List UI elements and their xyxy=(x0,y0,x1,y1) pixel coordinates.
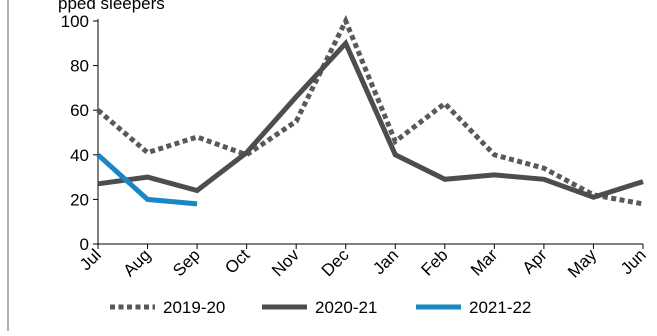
x-tick-label: Mar xyxy=(467,245,501,279)
x-tick-label: May xyxy=(564,245,600,281)
x-tick-label: Feb xyxy=(417,245,451,279)
x-tick-label: Sep xyxy=(169,245,204,280)
header-fragment: pped sleepers xyxy=(58,0,165,13)
x-tick-label: Nov xyxy=(268,245,303,280)
y-tick-label: 40 xyxy=(70,146,89,165)
x-tick-label: Jan xyxy=(369,245,402,278)
x-tick-label: Dec xyxy=(318,245,353,280)
y-tick-label: 100 xyxy=(61,12,89,31)
y-tick-label: 60 xyxy=(70,101,89,120)
series-line-2020-21 xyxy=(97,38,644,200)
legend-label-2020-21: 2020-21 xyxy=(315,298,377,317)
x-tick-label: Apr xyxy=(519,245,551,277)
legend-label-2021-22: 2021-22 xyxy=(469,298,531,317)
x-tick-label: Aug xyxy=(120,245,155,280)
legend-label-2019-20: 2019-20 xyxy=(163,298,225,317)
x-tick-label: Oct xyxy=(221,245,253,277)
series-line-2021-22 xyxy=(96,152,198,207)
series-line-2019-20 xyxy=(96,14,644,207)
series-layer xyxy=(96,14,644,207)
y-tick-label: 20 xyxy=(70,190,89,209)
x-tick-label: Jun xyxy=(617,245,650,278)
y-tick-label: 0 xyxy=(80,235,89,254)
legend: 2019-20 2020-21 2021-22 xyxy=(110,298,531,317)
y-tick-label: 80 xyxy=(70,57,89,76)
